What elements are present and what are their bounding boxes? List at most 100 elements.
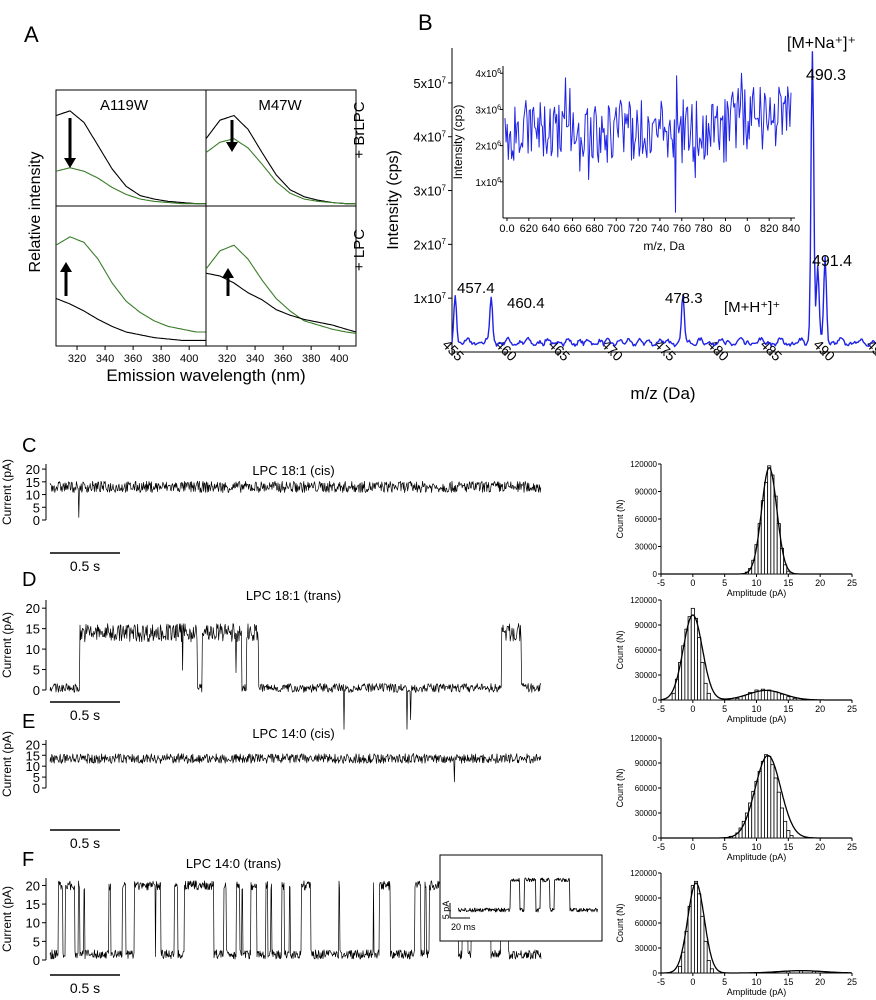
current-y-tick-label: 5 (33, 663, 40, 678)
histogram-bar (681, 951, 686, 974)
inset-x-tick-label: 80 (719, 223, 731, 235)
spectrum-line-black (205, 114, 356, 205)
histogram-bar (776, 791, 781, 839)
histogram-x-tick-label: 20 (815, 977, 825, 987)
y-axis-label: Intensity (cps) (385, 150, 402, 250)
histogram-y-tick-label: 90000 (635, 759, 658, 768)
x-tick-label: 485 (757, 336, 785, 364)
histogram-y-tick-label: 30000 (635, 944, 658, 953)
histogram-bar (764, 481, 769, 575)
current-y-axis-label: Current (pA) (0, 886, 14, 952)
histogram-bar (786, 696, 791, 701)
gaussian-fit-curve (660, 614, 852, 701)
current-y-tick-label: 10 (26, 759, 40, 774)
histogram-bar (703, 682, 708, 701)
histogram-x-tick-label: 15 (783, 704, 793, 714)
histogram-bar (697, 893, 702, 974)
x-axis-label: Emission wavelength (nm) (106, 366, 305, 385)
peak-label-490: 490.3 (806, 67, 846, 84)
histogram-bar (789, 835, 794, 839)
inset-y-tick-label: 2x106 (475, 141, 501, 153)
inset-x-axis-label: m/z, Da (643, 239, 685, 253)
trace-title: LPC 18:1 (trans) (246, 588, 341, 603)
histogram-x-tick-label: 5 (722, 977, 727, 987)
inset-x-tick-label: 640 (542, 223, 560, 235)
histogram-bar (748, 692, 753, 701)
current-y-tick-label: 20 (26, 737, 40, 752)
spectrum-subplot-frame (55, 205, 207, 347)
histogram-y-tick-label: 30000 (635, 543, 658, 552)
arrow-up-a119w-head (60, 262, 72, 272)
panel-label-c: C (22, 435, 36, 457)
histogram-bar (697, 637, 702, 701)
inset-x-tick-label: 0.0 (499, 223, 514, 235)
time-scale-label: 0.5 s (70, 558, 100, 574)
histogram-bar (709, 968, 714, 974)
inset-y-tick-label: 1x106 (475, 177, 501, 189)
x-tick-label: 360 (124, 353, 142, 365)
histogram-x-tick-label: 10 (751, 842, 761, 852)
panel-label-b: B (418, 10, 433, 35)
histogram-bar (773, 777, 778, 839)
current-y-tick-label: 0 (33, 513, 40, 528)
time-scale-label: 0.5 s (70, 980, 100, 996)
peak-label-460: 460.4 (507, 295, 545, 312)
histogram-bar (700, 915, 705, 974)
histogram-y-axis-label: Count (N) (615, 768, 625, 807)
panel-a-spectra: 320 340 360 380 400 320 340 360 380 400 A119W M47W +… (27, 89, 368, 385)
trace-title: LPC 18:1 (cis) (252, 463, 334, 478)
inset-x-tick-label: 680 (585, 223, 603, 235)
histogram-x-tick-label: 25 (847, 704, 857, 714)
histogram-bar (786, 830, 791, 839)
inset-scale-label-x: 20 ms (451, 922, 476, 932)
time-scale-label: 0.5 s (70, 707, 100, 723)
histogram-x-axis-label: Amplitude (pA) (727, 714, 787, 724)
histogram-bar (700, 662, 705, 701)
histogram-y-tick-label: 0 (653, 969, 658, 978)
histogram-bar (690, 607, 695, 701)
histogram-bar (770, 474, 775, 575)
current-y-tick-label: 15 (26, 897, 40, 912)
inset-y-axis-label: Intensity (cps) (451, 105, 465, 180)
y-tick-label: 4x107 (413, 130, 446, 145)
histogram-x-tick-label: 10 (751, 977, 761, 987)
histogram-bar (779, 807, 784, 839)
histogram-y-tick-label: 30000 (635, 671, 658, 680)
current-y-tick-label: 0 (33, 953, 40, 968)
current-y-tick-label: 5 (33, 770, 40, 785)
inset-current-trace (457, 877, 598, 913)
current-trace (49, 880, 542, 960)
histogram-bar (779, 693, 784, 701)
spectrum-line-black (55, 110, 206, 205)
histogram-y-tick-label: 120000 (630, 460, 657, 469)
histogram-x-tick-label: 20 (815, 842, 825, 852)
histogram-x-tick-label: 0 (690, 578, 695, 588)
histogram-y-tick-label: 60000 (635, 515, 658, 524)
histogram-bar (706, 960, 711, 974)
spectrum-line-black (55, 297, 206, 341)
histogram-x-tick-label: 5 (722, 842, 727, 852)
inset-x-tick-label: 660 (563, 223, 581, 235)
current-y-tick-label: 15 (26, 622, 40, 637)
histogram-bar (773, 691, 778, 701)
histogram-y-tick-label: 60000 (635, 919, 658, 928)
histogram-x-tick-label: 10 (751, 704, 761, 714)
histogram-x-tick-label: 0 (690, 704, 695, 714)
spectrum-line-green (205, 244, 357, 334)
histogram-bar (764, 754, 769, 839)
x-tick-label: 380 (302, 353, 320, 365)
current-y-tick-label: 0 (33, 781, 40, 796)
spectrum-subplot-frame (205, 205, 357, 347)
histogram-y-tick-label: 90000 (635, 894, 658, 903)
peak-label-mna: [M+Na⁺]⁺ (787, 35, 856, 52)
inset-scale-label-y: 5 pA (441, 901, 451, 920)
histogram-x-tick-label: 5 (722, 704, 727, 714)
histogram-bar (754, 689, 759, 701)
trace-title: LPC 14:0 (trans) (186, 856, 281, 871)
arrow-up-m47w-head (222, 268, 234, 278)
histogram-y-tick-label: 0 (653, 834, 658, 843)
histogram-x-tick-label: -5 (657, 977, 665, 987)
